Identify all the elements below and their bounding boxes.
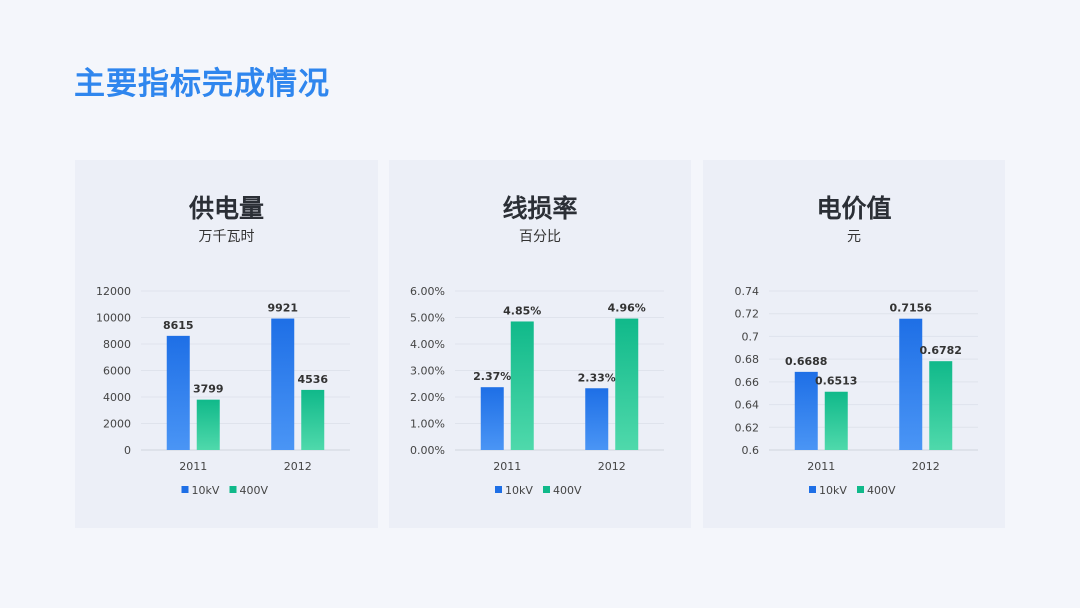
x-tick-label: 2011 (179, 460, 207, 473)
bar-10kV-2012 (899, 318, 923, 450)
chart-title: 供电量 (188, 194, 264, 223)
data-label: 4536 (297, 373, 328, 386)
page-title: 主要指标完成情况 (74, 66, 330, 102)
x-tick-label: 2011 (807, 460, 835, 473)
y-tick-label: 4000 (103, 391, 131, 404)
data-label: 8615 (163, 319, 194, 332)
legend-swatch-400V (857, 486, 864, 493)
chart-card-price: 电价值元 0.6 0.62 0.64 0.66 0.68 0.7 0.72 0.74 2011 0.… (703, 160, 1005, 528)
data-label: 2.33% (578, 371, 616, 384)
data-label: 4.96% (608, 302, 646, 315)
data-label: 4.85% (503, 304, 541, 317)
y-tick-label: 0.72 (735, 308, 760, 321)
legend-label: 400V (240, 484, 269, 497)
y-tick-label: 0.68 (735, 353, 760, 366)
chart-subtitle: 元 (847, 229, 861, 245)
legend-label: 10kV (505, 484, 533, 497)
legend-swatch-400V (543, 486, 550, 493)
y-tick-label: 0.66 (735, 376, 760, 389)
y-tick-label: 1.00% (410, 418, 445, 431)
x-tick-label: 2012 (598, 460, 626, 473)
chart-card-power-supply: 供电量万千瓦时 0 2000 4000 6000 8000 10000 12000 2011 86… (75, 160, 378, 528)
y-tick-label: 8000 (103, 338, 131, 351)
legend-swatch-10kV (495, 486, 502, 493)
data-label: 0.6513 (815, 375, 857, 388)
y-tick-label: 5.00% (410, 312, 445, 325)
chart-card-line-loss: 线损率百分比 0.00% 1.00% 2.00% 3.00% 4.00% 5.00% 6.00… (389, 160, 691, 528)
bar-400V-2012 (301, 389, 325, 450)
data-label: 2.37% (473, 370, 511, 383)
chart-title: 电价值 (816, 194, 891, 223)
data-label: 0.6782 (920, 344, 962, 357)
y-tick-label: 0.7 (742, 330, 760, 343)
y-tick-label: 6.00% (410, 285, 445, 298)
data-label: 3799 (193, 383, 224, 396)
legend-label: 400V (867, 484, 896, 497)
legend-label: 10kV (819, 484, 847, 497)
bar-400V-2012 (929, 361, 953, 450)
chart-subtitle: 百分比 (519, 229, 561, 245)
y-tick-label: 0.74 (735, 285, 760, 298)
chart-subtitle: 万千瓦时 (199, 229, 255, 245)
legend-swatch-10kV (809, 486, 816, 493)
x-tick-label: 2012 (912, 460, 940, 473)
legend-label: 400V (553, 484, 582, 497)
y-tick-label: 2.00% (410, 391, 445, 404)
y-tick-label: 2000 (103, 418, 131, 431)
bar-400V-2011 (824, 391, 848, 450)
bar-10kV-2012 (271, 318, 295, 450)
y-tick-label: 0.6 (742, 444, 760, 457)
y-tick-label: 0.00% (410, 444, 445, 457)
bar-10kV-2012 (585, 388, 609, 450)
y-tick-label: 12000 (96, 285, 131, 298)
bar-400V-2011 (510, 321, 534, 450)
data-label: 9921 (267, 302, 298, 315)
x-tick-label: 2012 (284, 460, 312, 473)
y-tick-label: 4.00% (410, 338, 445, 351)
bar-10kV-2011 (480, 387, 504, 450)
bar-10kV-2011 (166, 335, 190, 450)
chart-title: 线损率 (502, 194, 577, 223)
y-tick-label: 0.64 (735, 399, 760, 412)
bar-400V-2011 (196, 399, 220, 450)
y-tick-label: 10000 (96, 312, 131, 325)
bar-10kV-2011 (794, 371, 818, 450)
legend-swatch-400V (229, 486, 237, 493)
legend-swatch-10kV (181, 486, 189, 493)
y-tick-label: 3.00% (410, 365, 445, 378)
data-label: 0.7156 (890, 302, 933, 315)
data-label: 0.6688 (785, 355, 827, 368)
x-tick-label: 2011 (493, 460, 521, 473)
y-tick-label: 0.62 (735, 421, 760, 434)
y-tick-label: 0 (124, 444, 131, 457)
bar-400V-2012 (615, 318, 639, 450)
legend-label: 10kV (192, 484, 220, 497)
y-tick-label: 6000 (103, 365, 131, 378)
